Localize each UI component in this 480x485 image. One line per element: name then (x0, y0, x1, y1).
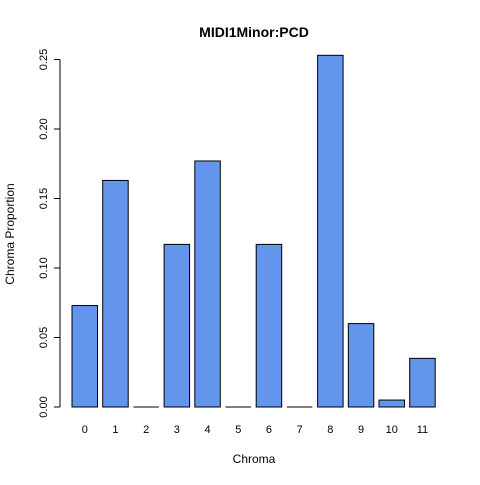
chart-title: MIDI1Minor:PCD (199, 24, 309, 40)
bar (317, 54, 344, 408)
bar (347, 323, 375, 408)
bar (378, 399, 405, 408)
x-tick-label: 7 (297, 424, 303, 436)
bar (163, 243, 191, 408)
x-tick-label: 9 (358, 424, 364, 436)
y-tick-label: 0.25 (38, 49, 50, 70)
y-tick-label: 0.10 (38, 257, 50, 278)
x-tick-label: 4 (204, 424, 210, 436)
x-tick-label: 1 (112, 424, 118, 436)
bar (71, 305, 98, 408)
x-tick-label: 6 (266, 424, 272, 436)
y-tick-label: 0.20 (38, 118, 50, 139)
y-tick-label: 0.05 (38, 327, 50, 348)
bar (194, 160, 221, 408)
x-tick-label: 10 (386, 424, 398, 436)
x-tick-label: 0 (82, 424, 88, 436)
bar (409, 357, 436, 408)
bar (102, 179, 129, 408)
y-tick-label: 0.00 (38, 396, 50, 417)
y-axis: 0.00 0.05 0.10 0.15 0.20 0.25 (38, 49, 61, 418)
x-tick-label: 11 (417, 424, 428, 436)
x-tick-label: 8 (327, 424, 333, 436)
y-axis-label: Chroma Proportion (3, 183, 17, 284)
x-tick-label: 3 (174, 424, 180, 436)
y-tick-label: 0.15 (38, 188, 50, 209)
x-tick-label: 5 (235, 424, 241, 436)
bar (255, 243, 283, 408)
x-tick-labels: 0 1 2 3 4 5 6 7 8 9 10 11 (82, 424, 428, 436)
x-axis-label: Chroma (233, 452, 276, 466)
bars-group (71, 54, 436, 408)
x-tick-label: 2 (143, 424, 149, 436)
